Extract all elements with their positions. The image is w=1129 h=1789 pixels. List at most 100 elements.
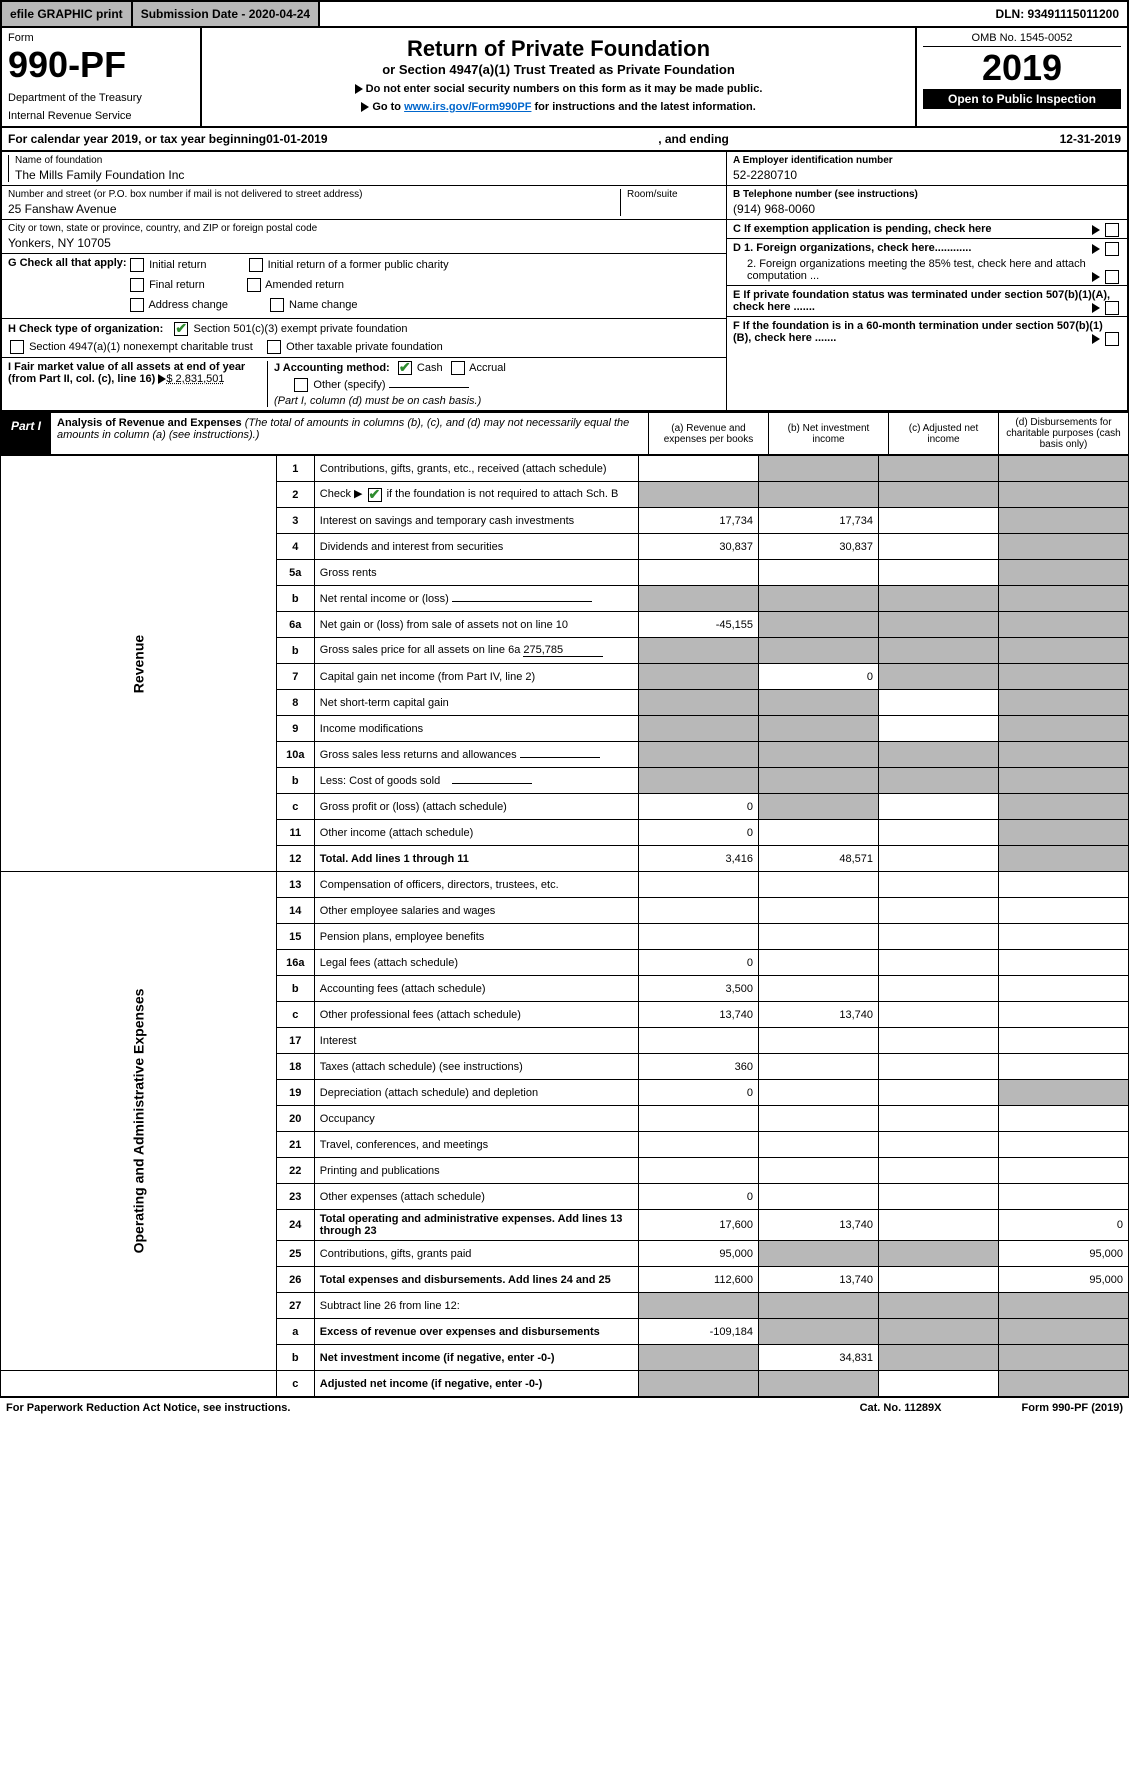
cell-value: 95,000: [639, 1241, 759, 1267]
part1-label: Part I: [1, 413, 51, 454]
row-num: 20: [276, 1106, 314, 1132]
row-desc: Other employee salaries and wages: [314, 898, 638, 924]
row-desc: Check ▶: [320, 488, 363, 500]
g-o1: Initial return: [149, 259, 206, 271]
omb-number: OMB No. 1545-0052: [923, 32, 1121, 47]
chk-amended[interactable]: [247, 278, 261, 292]
info-grid: Name of foundation The Mills Family Foun…: [0, 152, 1129, 412]
row-desc: Total operating and administrative expen…: [314, 1210, 638, 1241]
tel-value: (914) 968-0060: [733, 202, 1121, 216]
part1-header: Part I Analysis of Revenue and Expenses …: [0, 412, 1129, 455]
j-note: (Part I, column (d) must be on cash basi…: [274, 395, 720, 407]
form-number: 990-PF: [8, 44, 194, 86]
cal-mid: , and ending: [328, 132, 1060, 146]
chk-sch-b[interactable]: [368, 488, 382, 502]
h-o2: Section 4947(a)(1) nonexempt charitable …: [29, 341, 253, 353]
chk-final-return[interactable]: [130, 278, 144, 292]
row-desc: Legal fees (attach schedule): [314, 950, 638, 976]
row-num: 25: [276, 1241, 314, 1267]
col-c-header: (c) Adjusted net income: [888, 413, 998, 454]
chk-exemption-pending[interactable]: [1105, 223, 1119, 237]
row-num: 4: [276, 534, 314, 560]
cell-value: 13,740: [759, 1210, 879, 1241]
cell-value: 34,831: [759, 1345, 879, 1371]
g-o4: Amended return: [265, 279, 344, 291]
addr-label: Number and street (or P.O. box number if…: [8, 189, 620, 200]
efile-label[interactable]: efile GRAPHIC print: [2, 2, 133, 26]
addr-value: 25 Fanshaw Avenue: [8, 202, 620, 216]
row-num: a: [276, 1319, 314, 1345]
row-desc: Occupancy: [314, 1106, 638, 1132]
row-desc: Less: Cost of goods sold: [320, 775, 440, 787]
row-num: 1: [276, 456, 314, 482]
chk-name-change[interactable]: [270, 298, 284, 312]
triangle-icon: [355, 84, 363, 94]
row-desc: Net investment income (if negative, ente…: [314, 1345, 638, 1371]
footer-left: For Paperwork Reduction Act Notice, see …: [6, 1402, 290, 1414]
row-num: 6a: [276, 612, 314, 638]
chk-initial-return[interactable]: [130, 258, 144, 272]
row-num: 3: [276, 508, 314, 534]
irs-link[interactable]: www.irs.gov/Form990PF: [404, 101, 531, 113]
chk-foreign-85[interactable]: [1105, 270, 1119, 284]
row-num: 15: [276, 924, 314, 950]
name-label: Name of foundation: [15, 155, 720, 166]
row-num: 2: [276, 482, 314, 508]
cell-value: 0: [639, 794, 759, 820]
row-desc: Contributions, gifts, grants, etc., rece…: [314, 456, 638, 482]
note-ssn: Do not enter social security numbers on …: [366, 83, 763, 95]
h-o1: Section 501(c)(3) exempt private foundat…: [193, 323, 407, 335]
cell-value: 30,837: [759, 534, 879, 560]
dept-treasury: Department of the Treasury: [8, 92, 194, 104]
cell-value: 95,000: [999, 1241, 1129, 1267]
row-num: b: [276, 1345, 314, 1371]
j-other: Other (specify): [313, 379, 385, 391]
chk-cash[interactable]: [398, 361, 412, 375]
row-desc: Gross profit or (loss) (attach schedule): [314, 794, 638, 820]
row-num: 14: [276, 898, 314, 924]
row-desc: Total expenses and disbursements. Add li…: [314, 1267, 638, 1293]
row-num: b: [276, 586, 314, 612]
h-label: H Check type of organization:: [8, 323, 163, 335]
cell-value: 17,734: [639, 508, 759, 534]
chk-addr-change[interactable]: [130, 298, 144, 312]
chk-60month[interactable]: [1105, 332, 1119, 346]
triangle-icon: [361, 102, 369, 112]
form-title: Return of Private Foundation: [208, 36, 909, 62]
e-label: E If private foundation status was termi…: [733, 289, 1110, 313]
tax-year: 2019: [923, 47, 1121, 89]
cal-pre: For calendar year 2019, or tax year begi…: [8, 132, 266, 146]
chk-other-method[interactable]: [294, 378, 308, 392]
inline-amount: 275,785: [523, 644, 603, 657]
row-desc: Net gain or (loss) from sale of assets n…: [314, 612, 638, 638]
cell-value: 17,600: [639, 1210, 759, 1241]
city-label: City or town, state or province, country…: [8, 223, 720, 234]
cell-value: 13,740: [639, 1002, 759, 1028]
top-bar: efile GRAPHIC print Submission Date - 20…: [0, 0, 1129, 28]
chk-4947[interactable]: [10, 340, 24, 354]
chk-other-taxable[interactable]: [267, 340, 281, 354]
row-desc: Excess of revenue over expenses and disb…: [314, 1319, 638, 1345]
chk-501c3[interactable]: [174, 322, 188, 336]
col-d-header: (d) Disbursements for charitable purpose…: [998, 413, 1128, 454]
chk-status-terminated[interactable]: [1105, 301, 1119, 315]
dln: DLN: 93491115011200: [988, 2, 1127, 26]
chk-foreign-org[interactable]: [1105, 242, 1119, 256]
row-num: 21: [276, 1132, 314, 1158]
chk-accrual[interactable]: [451, 361, 465, 375]
d1-label: D 1. Foreign organizations, check here..…: [733, 242, 971, 254]
form-label: Form: [8, 32, 194, 44]
cell-value: 0: [999, 1210, 1129, 1241]
i-amount: $ 2,831,501: [166, 373, 224, 385]
g-label: G Check all that apply:: [8, 257, 127, 269]
cell-value: 95,000: [999, 1267, 1129, 1293]
row-num: 9: [276, 716, 314, 742]
chk-initial-former[interactable]: [249, 258, 263, 272]
tel-label: B Telephone number (see instructions): [733, 189, 1121, 200]
row-desc: Pension plans, employee benefits: [314, 924, 638, 950]
row-num: 7: [276, 664, 314, 690]
row-num: 24: [276, 1210, 314, 1241]
cell-value: 112,600: [639, 1267, 759, 1293]
irs-label: Internal Revenue Service: [8, 110, 194, 122]
row-desc: Net rental income or (loss): [320, 593, 449, 605]
